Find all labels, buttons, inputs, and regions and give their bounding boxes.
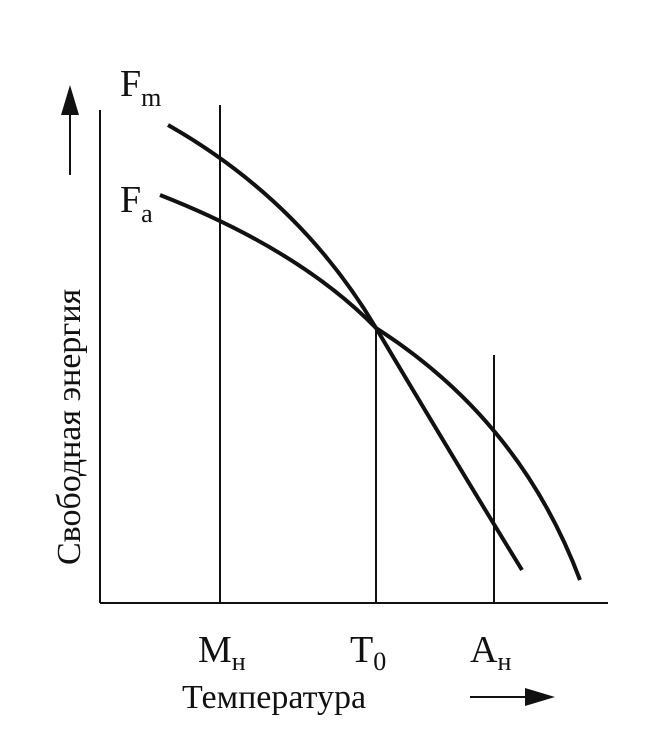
y-arrow-head <box>61 85 79 115</box>
marker-label: T0 <box>350 629 386 676</box>
curve-fm <box>167 123 524 572</box>
marker-label: Mн <box>198 629 246 676</box>
curve-fa <box>159 193 582 581</box>
y-axis-label: Свободная энергия <box>51 288 88 565</box>
curve-label: Fa <box>120 179 153 228</box>
x-axis-label: Температура <box>182 679 366 716</box>
x-arrow-head <box>525 688 555 706</box>
curve-label: Fm <box>120 63 161 112</box>
marker-label: Aн <box>470 629 511 676</box>
